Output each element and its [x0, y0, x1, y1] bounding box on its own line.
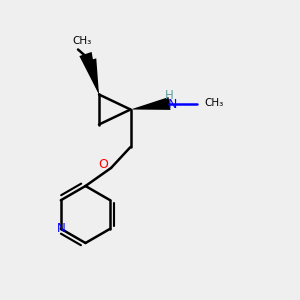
- Polygon shape: [80, 52, 99, 94]
- Text: O: O: [99, 158, 108, 172]
- Text: CH₃: CH₃: [204, 98, 224, 109]
- Text: H: H: [165, 89, 174, 103]
- Text: CH₃: CH₃: [73, 35, 92, 46]
- Text: N: N: [168, 98, 177, 112]
- Text: N: N: [56, 222, 65, 235]
- Polygon shape: [84, 58, 99, 94]
- Polygon shape: [130, 97, 170, 110]
